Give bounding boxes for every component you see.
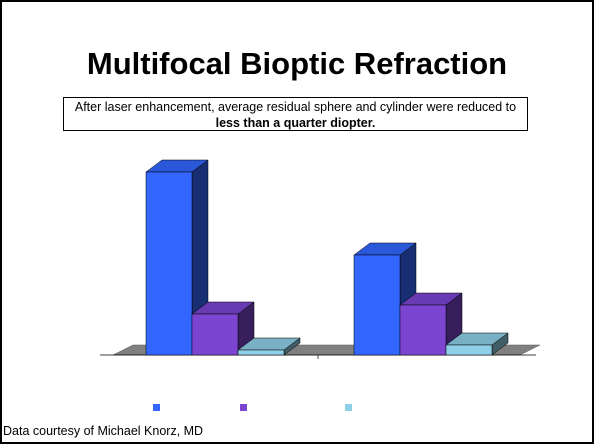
bar [445, 344, 493, 356]
footer: Data courtesy of Michael Knorz, MD [3, 424, 204, 438]
bar [353, 254, 401, 356]
bar [399, 304, 447, 356]
note-box: After laser enhancement, average residua… [63, 97, 528, 131]
note-bold: less than a quarter diopter. [215, 116, 376, 130]
bar [237, 349, 285, 356]
bar [145, 171, 193, 356]
slide-title: Multifocal Bioptic Refraction [86, 46, 508, 81]
legend-swatch [153, 404, 160, 411]
bar [191, 313, 239, 356]
note-text: After laser enhancement, average residua… [74, 100, 517, 114]
legend-swatch [345, 404, 352, 411]
legend-swatch [240, 404, 247, 411]
